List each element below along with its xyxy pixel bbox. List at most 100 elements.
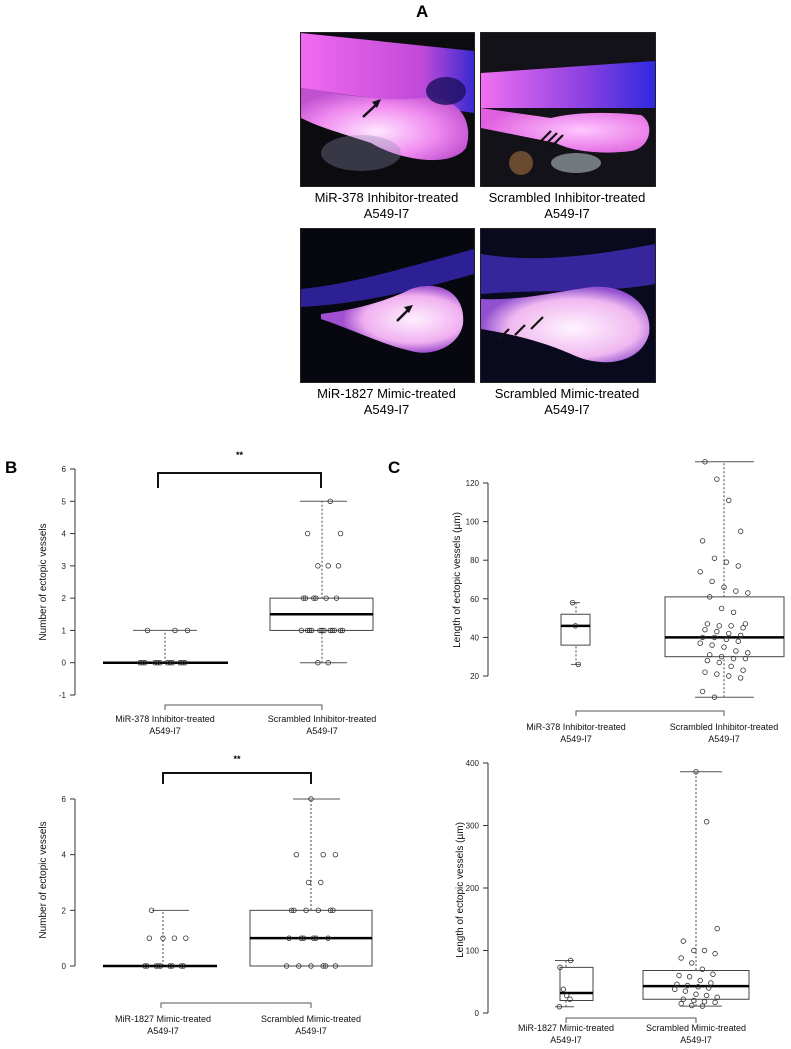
- data-point: [319, 627, 325, 634]
- data-point: [327, 907, 334, 914]
- category-label: A549-I7: [708, 734, 740, 744]
- data-point: [572, 623, 579, 629]
- data-point: [306, 627, 313, 634]
- y-tick-label: 6: [62, 465, 67, 474]
- data-point: [740, 667, 746, 673]
- photo-mir1827-mimic: [300, 228, 475, 383]
- data-point: [311, 595, 317, 601]
- data-point: [288, 907, 295, 914]
- significance-bracket: [162, 772, 312, 784]
- y-tick-label: 400: [466, 759, 480, 768]
- data-point: [139, 660, 146, 666]
- data-point: [313, 595, 319, 601]
- caption-scrambled-mimic: Scrambled Mimic-treated A549-I7: [480, 386, 654, 418]
- chart-b-bottom: 0 2 4 6 Number of ectopic vessels ** MiR-1827 …: [38, 754, 373, 1036]
- data-point: [315, 563, 321, 569]
- data-point: [693, 769, 699, 775]
- caption-line: MiR-378 Inhibitor-treated: [314, 190, 459, 205]
- data-point: [305, 879, 312, 886]
- caption-line: A549-I7: [544, 206, 590, 221]
- data-point: [699, 538, 706, 544]
- data-point: [142, 660, 148, 666]
- data-point: [560, 986, 567, 992]
- caption-scrambled-inhibitor: Scrambled Inhibitor-treated A549-I7: [480, 190, 654, 222]
- data-point: [714, 628, 720, 635]
- data-point: [699, 634, 706, 641]
- y-tick-label: 3: [62, 562, 67, 571]
- data-point: [680, 996, 686, 1002]
- data-point: [293, 851, 300, 858]
- data-point: [707, 594, 713, 600]
- data-point: [327, 627, 333, 634]
- data-point: [298, 935, 304, 941]
- significance-label: **: [233, 754, 241, 764]
- y-tick-label: 40: [470, 633, 479, 642]
- data-point: [711, 694, 718, 700]
- data-point: [180, 963, 187, 969]
- data-point: [339, 627, 346, 634]
- data-point: [179, 660, 186, 666]
- data-point: [721, 584, 727, 590]
- panel-label-a: A: [416, 2, 429, 21]
- data-point: [708, 980, 714, 986]
- data-point: [730, 609, 737, 616]
- data-point: [291, 907, 297, 914]
- y-tick-label: 80: [470, 556, 479, 565]
- box: [560, 613, 591, 646]
- group-bracket: [575, 710, 725, 716]
- data-point: [726, 497, 732, 504]
- data-point: [728, 663, 734, 670]
- data-point: [556, 1004, 563, 1010]
- data-point: [325, 660, 331, 666]
- data-point: [327, 498, 333, 504]
- data-point: [302, 595, 309, 601]
- category-label: MiR-378 Inhibitor-treated: [115, 714, 215, 724]
- data-point: [318, 879, 324, 886]
- data-point: [557, 964, 563, 971]
- y-axis-label: Length of ectopic vessels (µm): [452, 512, 463, 648]
- box: [664, 596, 785, 658]
- data-point: [693, 991, 699, 997]
- data-point: [735, 638, 741, 644]
- data-point: [144, 627, 151, 634]
- data-point: [303, 907, 309, 914]
- y-tick-label: 4: [62, 851, 67, 860]
- data-point: [714, 925, 720, 932]
- data-point: [329, 627, 335, 634]
- data-point: [567, 957, 574, 964]
- y-tick-label: 2: [62, 906, 67, 915]
- data-point: [701, 999, 708, 1005]
- data-point: [726, 630, 732, 637]
- data-point: [160, 935, 166, 941]
- chart-c-top: 20 40 60 80 100 120 Length of ectopic vessels …: [452, 459, 785, 744]
- data-point: [167, 660, 173, 666]
- data-point: [569, 599, 576, 606]
- data-point: [283, 963, 290, 969]
- caption-mir378-inhibitor: MiR-378 Inhibitor-treated A549-I7: [300, 190, 473, 222]
- data-point: [296, 963, 302, 969]
- category-label: A549-I7: [295, 1026, 327, 1036]
- y-tick-label: 5: [62, 497, 67, 506]
- data-point: [331, 627, 338, 634]
- data-point: [699, 688, 706, 695]
- data-point: [742, 655, 749, 662]
- data-point: [315, 660, 321, 666]
- photo-scrambled-inhibitor: [480, 32, 656, 187]
- data-point: [737, 632, 744, 639]
- data-point: [323, 595, 329, 601]
- data-point: [325, 935, 331, 941]
- data-point: [680, 938, 686, 944]
- data-point: [699, 966, 706, 972]
- y-tick-label: -1: [59, 691, 67, 700]
- category-label: A549-I7: [550, 1035, 582, 1045]
- data-point: [178, 963, 184, 969]
- data-point: [711, 555, 718, 561]
- chart-b-top: -1 0 1 2 3 4 5 6 Number of ectopic vessels ** MiR-…: [38, 450, 376, 736]
- data-point: [703, 992, 710, 999]
- y-tick-label: 0: [62, 659, 67, 668]
- data-point: [716, 659, 722, 666]
- data-point: [714, 476, 720, 482]
- data-point: [317, 627, 323, 634]
- data-point: [718, 605, 725, 612]
- data-point: [308, 796, 314, 802]
